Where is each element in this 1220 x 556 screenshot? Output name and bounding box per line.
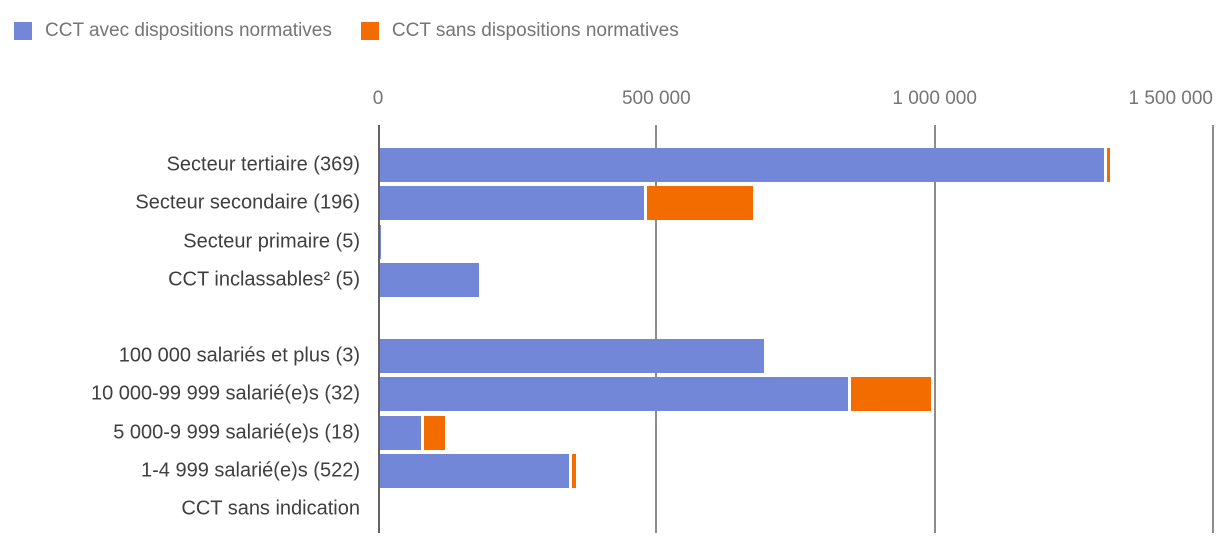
bar-sans[interactable]	[424, 415, 446, 450]
x-tick-label-500000: 500 000	[621, 88, 691, 109]
x-tick-label-1500000: 1 500 000	[1128, 88, 1213, 109]
legend-label-sans: CCT sans dispositions normatives	[391, 20, 679, 41]
category-label: CCT sans indication	[181, 497, 360, 520]
category-label: Secteur tertiaire (369)	[166, 153, 360, 176]
bar-avec[interactable]	[380, 453, 570, 488]
legend-item-sans: CCT sans dispositions normatives	[360, 20, 679, 42]
legend-swatch-orange-icon	[360, 22, 379, 40]
bar-avec[interactable]	[380, 377, 848, 412]
category-label: 1-4 999 salarié(e)s (522)	[141, 459, 360, 482]
bar-avec[interactable]	[380, 339, 765, 373]
bar-avec[interactable]	[380, 186, 645, 221]
bar-sans[interactable]	[1106, 148, 1111, 182]
bar-avec[interactable]	[380, 148, 1104, 182]
y-axis-category-labels: Secteur tertiaire (369) Secteur secondair…	[0, 125, 360, 533]
category-label: Secteur secondaire (196)	[135, 191, 360, 214]
axis-baseline	[378, 125, 380, 533]
bar-sans[interactable]	[647, 186, 754, 221]
bar-avec[interactable]	[380, 262, 480, 297]
bar-sans[interactable]	[850, 377, 932, 412]
gridline-500000	[655, 125, 658, 533]
bar-sans[interactable]	[572, 453, 576, 488]
plot-area	[378, 125, 1214, 533]
legend-swatch-blue-icon	[14, 22, 32, 40]
legend-item-avec: CCT avec dispositions normatives	[14, 20, 332, 42]
category-label: Secteur primaire (5)	[183, 230, 360, 253]
category-label: 5 000-9 999 salarié(e)s (18)	[113, 421, 360, 444]
x-tick-label-1000000: 1 000 000	[892, 88, 977, 109]
category-label: 100 000 salariés et plus (3)	[118, 344, 360, 367]
category-label: CCT inclassables² (5)	[168, 268, 360, 291]
gridline-1500000	[1212, 125, 1214, 533]
x-tick-label-0: 0	[372, 88, 384, 109]
legend-label-avec: CCT avec dispositions normatives	[45, 20, 332, 41]
bar-avec[interactable]	[380, 415, 422, 450]
gridline-1000000	[933, 125, 936, 533]
category-label: 10 000-99 999 salarié(e)s (32)	[90, 382, 360, 405]
bar-avec[interactable]	[380, 224, 381, 259]
legend: CCT avec dispositions normatives CCT san…	[14, 20, 679, 42]
